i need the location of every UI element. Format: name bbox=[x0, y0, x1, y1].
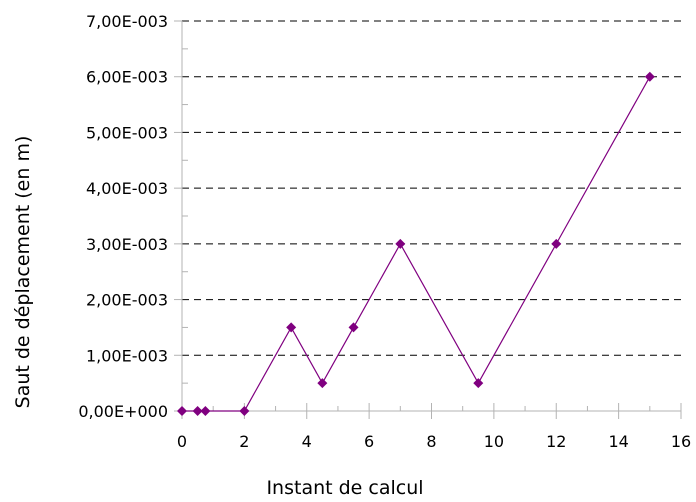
y-tick-label: 6,00E-003 bbox=[86, 68, 168, 87]
x-tick-label: 16 bbox=[671, 432, 691, 451]
y-tick-label: 2,00E-003 bbox=[86, 291, 168, 310]
x-tick-label: 14 bbox=[608, 432, 628, 451]
x-tick-label: 4 bbox=[302, 432, 312, 451]
x-tick-label: 2 bbox=[239, 432, 249, 451]
data-point bbox=[644, 71, 655, 82]
x-tick-label: 12 bbox=[546, 432, 566, 451]
data-point bbox=[348, 322, 359, 333]
x-tick-label: 8 bbox=[426, 432, 436, 451]
y-tick-label: 0,00E+000 bbox=[78, 402, 168, 421]
tick-labels: 0,00E+000 1,00E-003 2,00E-003 3,00E-003 4,00… bbox=[78, 12, 691, 451]
y-tick-label: 7,00E-003 bbox=[86, 12, 168, 31]
series bbox=[177, 71, 655, 416]
y-axis-title: Saut de déplacement (en m) bbox=[12, 136, 34, 409]
y-tick-label: 1,00E-003 bbox=[86, 346, 168, 365]
y-tick-label: 3,00E-003 bbox=[86, 235, 168, 254]
data-point bbox=[317, 378, 328, 389]
data-point bbox=[551, 238, 562, 249]
y-tick-label: 4,00E-003 bbox=[86, 179, 168, 198]
x-axis-title: Instant de calcul bbox=[266, 477, 423, 497]
x-tick-label: 0 bbox=[177, 432, 187, 451]
data-point bbox=[177, 406, 187, 416]
x-tick-label: 6 bbox=[364, 432, 374, 451]
data-point bbox=[286, 322, 297, 333]
grid-lines bbox=[182, 20, 681, 356]
data-point bbox=[192, 406, 203, 416]
axes bbox=[174, 20, 682, 419]
data-point bbox=[200, 406, 211, 416]
data-point bbox=[239, 406, 250, 416]
y-tick-label: 5,00E-003 bbox=[86, 123, 168, 142]
x-tick-label: 10 bbox=[484, 432, 504, 451]
data-point bbox=[473, 378, 484, 389]
data-point bbox=[395, 238, 406, 249]
